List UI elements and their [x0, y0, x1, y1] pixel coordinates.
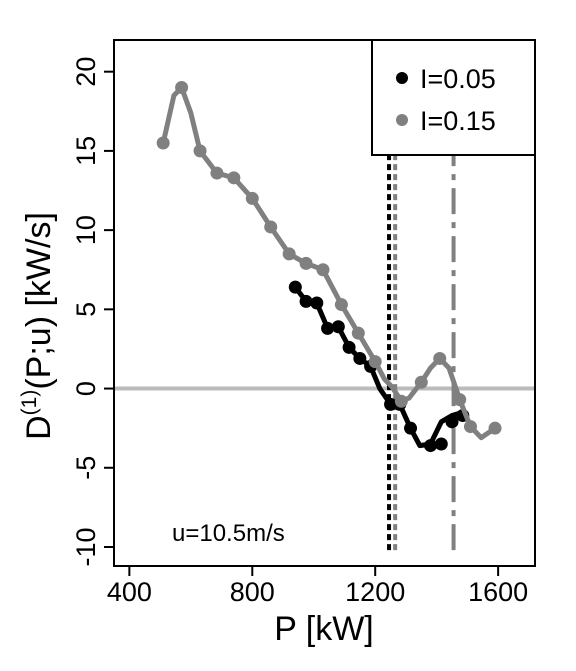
series-0-point: [331, 320, 345, 334]
series-0-point: [445, 415, 459, 429]
y-axis-title-rest: (P;u) [kW/s]: [20, 212, 58, 390]
series-0-point: [321, 321, 335, 335]
x-tick-label: 400: [107, 577, 152, 607]
series-1-point: [227, 171, 241, 185]
series-1-point: [334, 298, 348, 312]
series-1-point: [394, 394, 408, 408]
series-0-point: [353, 351, 367, 365]
y-tick-label-group: 20: [71, 57, 101, 87]
y-tick-label-group: 0: [71, 381, 101, 396]
x-tick-label: 1200: [345, 577, 405, 607]
series-1-point: [299, 256, 313, 270]
y-axis-title: D(1)(P;u) [kW/s]: [18, 212, 58, 440]
series-1-point: [264, 220, 278, 234]
legend-label-0: I=0.05: [420, 64, 496, 94]
y-tick-label-group: -5: [71, 456, 101, 480]
y-tick-label: 15: [71, 136, 101, 166]
y-axis-title-superscript: (1): [18, 390, 41, 416]
plot-frame: [113, 39, 536, 567]
y-tick-label: 10: [71, 215, 101, 245]
series-1-point: [368, 355, 382, 369]
series-1-point: [282, 247, 296, 261]
x-axis-title: P [kW]: [274, 610, 374, 648]
series-0-point: [434, 437, 448, 451]
series-1-point: [463, 420, 477, 434]
series-0-point: [384, 397, 398, 411]
y-tick-label-group: 5: [71, 302, 101, 317]
reference-lines: [114, 154, 535, 551]
y-tick-label: -5: [71, 456, 101, 480]
legend-label-1: I=0.15: [420, 106, 496, 136]
y-tick-label: -10: [71, 527, 101, 566]
series-0-point: [299, 294, 313, 308]
series-layer: [156, 81, 502, 453]
series-0-point: [424, 439, 438, 453]
series-1-point: [488, 421, 502, 435]
series-1-point: [245, 191, 259, 205]
series-1-point: [351, 326, 365, 340]
series-1-point: [175, 81, 189, 95]
series-0-point: [404, 421, 418, 435]
y-axis-title-main: D: [20, 415, 58, 440]
legend-marker-0: [396, 72, 408, 84]
series-1-point: [210, 166, 224, 180]
y-tick-label-group: -10: [71, 527, 101, 566]
series-1-point: [414, 375, 428, 389]
axes: 400 800 1200 1600 -10 -5 0 5 10 15 20: [71, 39, 536, 607]
svg-text:D(1)(P;u) [kW/s]: D(1)(P;u) [kW/s]: [18, 212, 58, 440]
legend-box: [371, 39, 536, 156]
annotation-text: u=10.5m/s: [172, 520, 285, 547]
y-tick-label-group: 10: [71, 215, 101, 245]
x-tick-label: 1600: [468, 577, 528, 607]
legend: I=0.05 I=0.15: [371, 39, 536, 156]
series-0-point: [310, 296, 324, 310]
series-1-point: [193, 144, 207, 158]
y-tick-label: 5: [71, 302, 101, 317]
x-tick-label: 800: [230, 577, 275, 607]
y-tick-label-group: 15: [71, 136, 101, 166]
series-1-point: [316, 263, 330, 277]
y-tick-label: 20: [71, 57, 101, 87]
series-0-point: [288, 280, 302, 294]
series-line-0: [292, 284, 466, 449]
y-tick-label: 0: [71, 381, 101, 396]
series-0-point: [342, 340, 356, 354]
legend-marker-1: [396, 114, 408, 126]
series-1-point: [433, 351, 447, 365]
series-1-point: [156, 136, 170, 150]
series-1-point: [453, 393, 467, 407]
